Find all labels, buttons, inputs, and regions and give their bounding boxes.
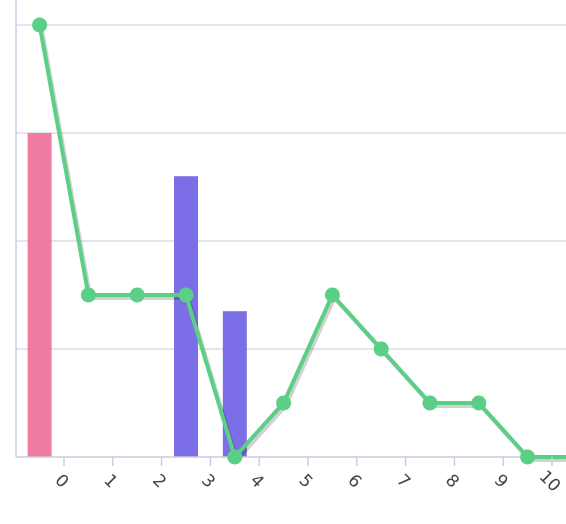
x-tick-label-0: 0	[51, 471, 73, 493]
line-point-1	[80, 287, 96, 303]
x-tick-label-3: 3	[197, 471, 219, 493]
line-point-8	[422, 395, 438, 411]
bar-0-series-1	[27, 133, 52, 457]
line-series-group	[32, 17, 566, 465]
x-tick-label-10: 10	[535, 467, 564, 496]
x-tick-label-9: 9	[490, 471, 512, 493]
line-point-4	[227, 449, 243, 465]
x-tick-label-4: 4	[246, 471, 268, 493]
line-point-10	[520, 449, 536, 465]
x-tick-label-5: 5	[295, 471, 317, 493]
x-tick-label-6: 6	[343, 471, 365, 493]
line-point-0	[32, 17, 48, 33]
grid-lines	[16, 24, 566, 350]
x-tick-label-2: 2	[148, 471, 170, 493]
line-series	[37, 23, 566, 459]
x-axis-ticks: 0 1 2 3 4 5 6 7 8 9 10	[51, 457, 564, 496]
line-point-7	[373, 341, 389, 357]
x-tick-label-7: 7	[392, 471, 414, 493]
line-point-9	[471, 395, 487, 411]
line-shadow	[39, 27, 566, 462]
line-point-5	[276, 395, 292, 411]
x-tick-label-1: 1	[99, 471, 121, 493]
x-tick-label-8: 8	[441, 471, 463, 493]
line-point-2	[129, 287, 145, 303]
axes	[15, 0, 566, 458]
line-point-3	[178, 287, 194, 303]
line-point-6	[324, 287, 340, 303]
